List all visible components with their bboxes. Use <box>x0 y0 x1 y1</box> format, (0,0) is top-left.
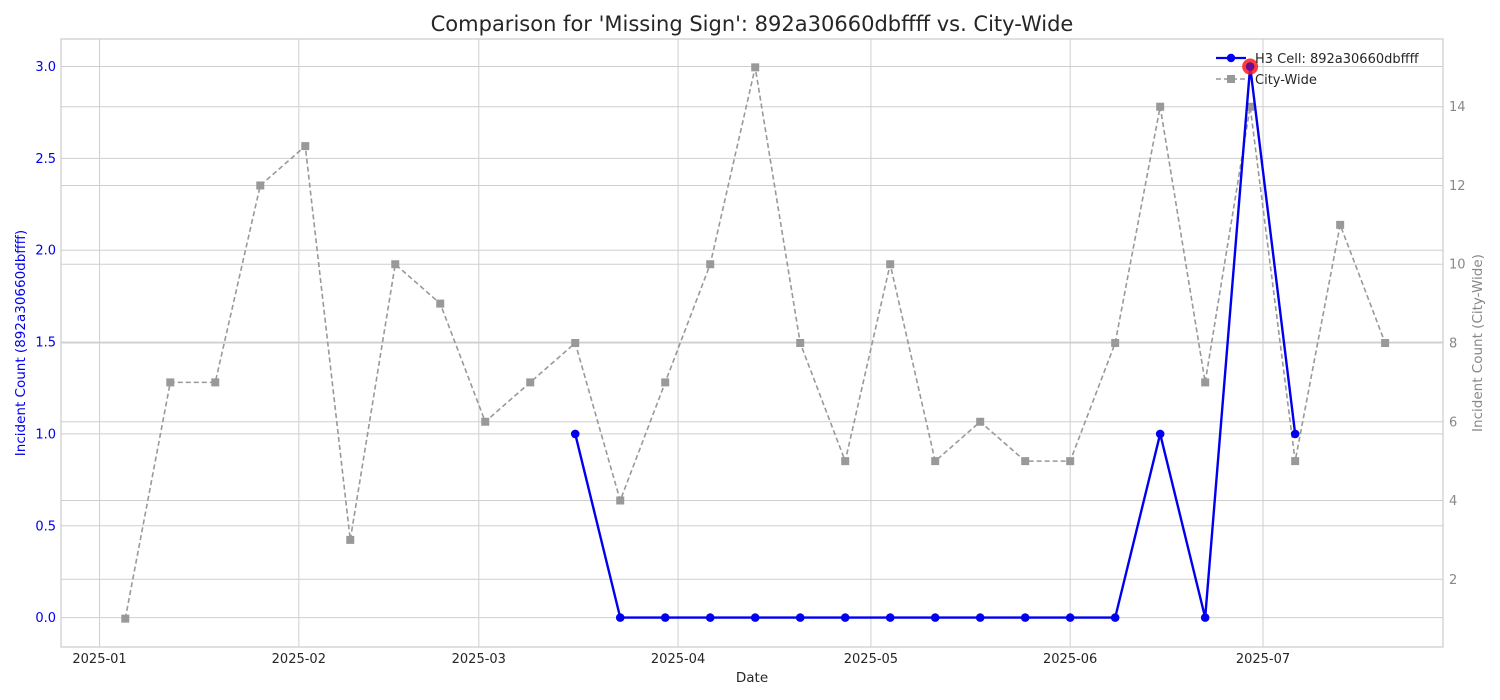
citywide-point <box>931 457 940 466</box>
h3-point <box>1020 613 1030 622</box>
citywide-point <box>121 614 130 623</box>
citywide-point <box>436 299 445 308</box>
citywide-point <box>1246 102 1255 111</box>
citywide-point <box>166 378 175 387</box>
y-left-tick-label: 2.5 <box>35 152 56 167</box>
series-group <box>121 58 1390 623</box>
tick-labels: 2025-01 2025-02 2025-03 2025-04 2025-05 2025-… <box>35 60 1465 667</box>
citywide-point <box>346 535 355 544</box>
chart-title: Comparison for 'Missing Sign': 892a30660… <box>431 12 1074 36</box>
y-left-tick-label: 0.0 <box>35 611 56 626</box>
citywide-point <box>211 378 220 387</box>
citywide-point <box>571 339 580 347</box>
h3-point <box>705 613 715 622</box>
x-tick-label: 2025-03 <box>452 652 506 667</box>
plot-frame <box>60 38 1444 648</box>
x-axis-label: Date <box>736 670 768 686</box>
h3-point <box>1110 613 1120 622</box>
y-right-tick-label: 12 <box>1449 179 1466 194</box>
y-left-tick-label: 0.5 <box>35 519 56 534</box>
y-left-tick-label: 3.0 <box>35 60 56 75</box>
x-tick-label: 2025-06 <box>1043 652 1097 667</box>
h3-point <box>1155 429 1165 439</box>
citywide-point <box>796 339 805 347</box>
legend-h3-marker-icon <box>1226 53 1236 63</box>
citywide-point <box>1021 457 1030 466</box>
citywide-point <box>1156 102 1165 111</box>
h3-point <box>930 613 940 622</box>
y-left-tick-label: 2.0 <box>35 244 56 259</box>
citywide-point <box>616 496 625 505</box>
x-tick-label: 2025-04 <box>651 652 705 667</box>
x-tick-label: 2025-02 <box>272 652 326 667</box>
h3-point <box>660 613 670 622</box>
citywide-point <box>1111 339 1120 347</box>
y-right-tick-label: 4 <box>1449 494 1457 509</box>
legend-citywide-marker-icon <box>1227 75 1235 83</box>
h3-point <box>795 613 805 622</box>
h3-point <box>885 613 895 622</box>
citywide-point <box>1291 457 1300 466</box>
y-left-tick-label: 1.5 <box>35 336 56 351</box>
x-tick-label: 2025-01 <box>72 652 126 667</box>
y-right-tick-label: 8 <box>1449 337 1457 352</box>
h3-point <box>1290 429 1300 439</box>
x-tick-label: 2025-05 <box>844 652 898 667</box>
h3-point <box>750 613 760 622</box>
h3-point <box>615 613 625 622</box>
y-axis-left-label: Incident Count (892a30660dbffff) <box>13 230 29 456</box>
legend-h3-label: H3 Cell: 892a30660dbffff <box>1255 52 1420 67</box>
citywide-point <box>481 417 490 426</box>
citywide-point <box>661 378 670 387</box>
citywide-point <box>1381 339 1390 347</box>
citywide-point <box>841 457 850 466</box>
h3-point <box>1065 613 1075 622</box>
citywide-point <box>301 142 310 151</box>
y-left-tick-label: 1.0 <box>35 427 56 442</box>
y-axis-right-label: Incident Count (City-Wide) <box>1470 254 1486 432</box>
h3-point <box>570 429 580 439</box>
y-right-tick-label: 10 <box>1449 258 1466 273</box>
h3-point <box>1200 613 1210 622</box>
h3-point <box>975 613 985 622</box>
citywide-point <box>256 181 265 190</box>
citywide-point <box>886 260 895 269</box>
citywide-point <box>751 63 760 72</box>
citywide-point <box>391 260 400 269</box>
x-tick-label: 2025-07 <box>1236 652 1290 667</box>
citywide-point <box>1201 378 1210 387</box>
y-right-tick-label: 14 <box>1449 100 1466 115</box>
citywide-point <box>976 417 985 426</box>
legend-citywide-label: City-Wide <box>1255 73 1317 88</box>
citywide-point <box>1066 457 1075 466</box>
h3-point <box>840 613 850 622</box>
y-right-tick-label: 6 <box>1449 415 1457 430</box>
y-right-tick-label: 2 <box>1449 573 1457 588</box>
peak-point <box>1245 62 1255 71</box>
legend: H3 Cell: 892a30660dbffff City-Wide <box>1216 52 1420 88</box>
citywide-point <box>1336 220 1345 229</box>
citywide-point <box>706 260 715 269</box>
citywide-point <box>526 378 535 387</box>
